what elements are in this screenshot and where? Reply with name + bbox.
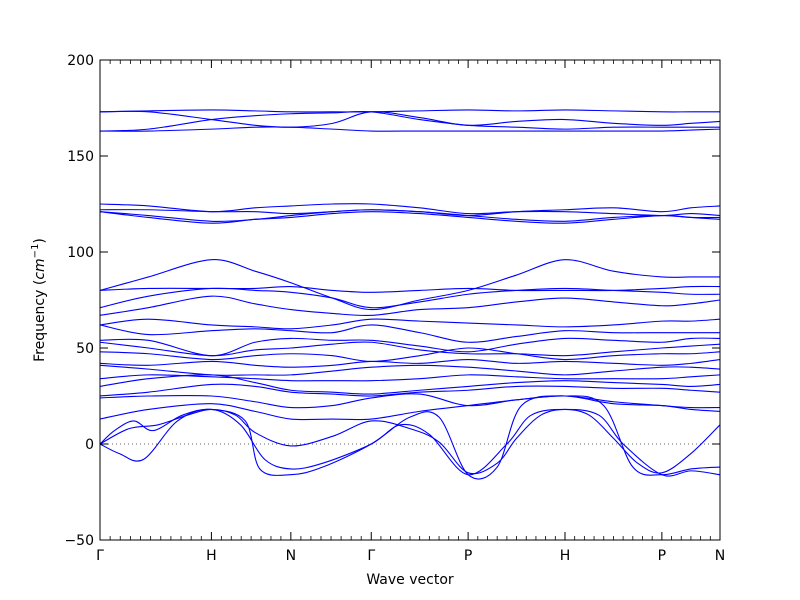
band-12-line [100,295,720,317]
y-axis-label-exponent: −1 [30,244,41,259]
x-tick-label: P [464,548,472,564]
y-ticks: −50 0 50 100 150 200 [64,53,720,549]
x-tick-label: P [658,548,666,564]
y-tick-label: 150 [67,149,94,165]
band-26-line [100,408,720,477]
band-9-line [100,259,720,311]
band-2-line [100,109,720,113]
y-axis-label-prefix: Frequency ( [32,280,48,362]
y-tick-label: 50 [76,341,94,357]
band-3-line [100,110,720,132]
band-1-line [100,110,720,128]
band-11-line [100,287,720,309]
plot-frame [99,59,721,541]
band-25-line [100,408,720,475]
y-tick-label: −50 [64,533,94,549]
band-22-line [100,383,720,397]
band-18-line [100,358,720,368]
y-axis-label-unit: cm [32,258,48,279]
band-19-line [100,364,720,376]
band-16-line [100,341,720,357]
band-20-line [100,374,720,382]
band-27-line [100,395,720,480]
band-23-line [100,393,720,409]
y-tick-label: 0 [85,437,94,453]
x-tick-label: N [286,548,296,564]
x-tick-label: Γ [96,548,104,564]
band-14-line [100,324,720,343]
band-8-line [100,211,720,224]
y-tick-label: 100 [67,245,94,261]
y-tick-label: 200 [67,53,94,69]
band-17-line [100,347,720,362]
x-axis-label: Wave vector [366,572,454,588]
band-5-line [100,203,720,217]
x-tick-label: Γ [367,548,375,564]
y-axis-label-suffix: ) [32,238,48,243]
series-group [100,109,720,480]
x-tick-label: N [715,548,725,564]
band-24-line [100,395,720,421]
band-15-line [100,337,720,357]
y-axis-label: Frequency (cm−1) [30,238,48,362]
band-4-line [100,126,720,132]
x-tick-label: H [560,548,571,564]
band-21-line [100,374,720,395]
x-tick-label: H [206,548,217,564]
band-13-line [100,318,720,330]
